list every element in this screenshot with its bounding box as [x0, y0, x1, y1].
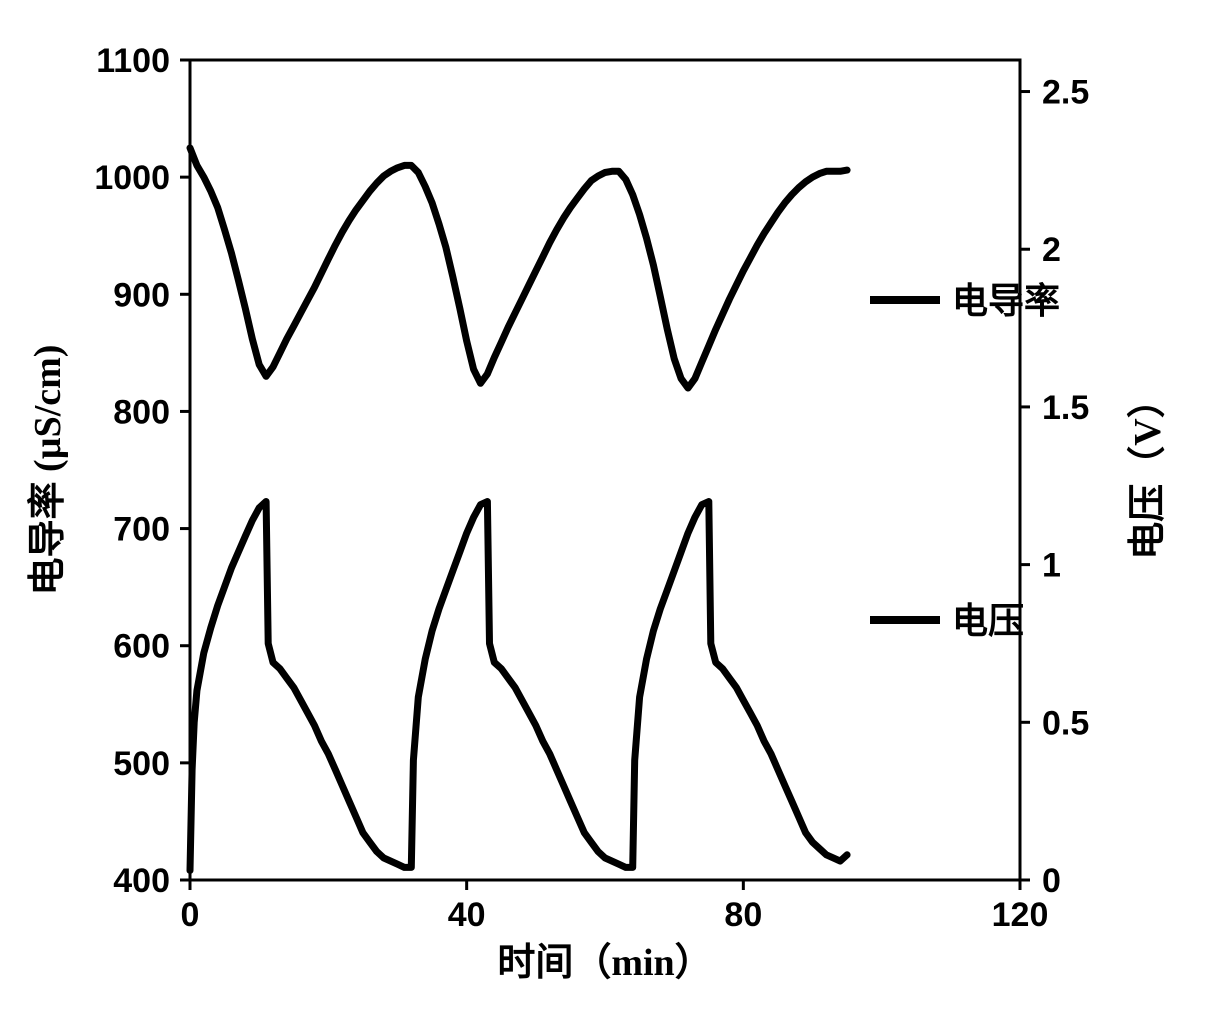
- y-left-tick-label: 600: [113, 628, 170, 666]
- y-right-tick-label: 2.5: [1042, 74, 1089, 112]
- y-left-tick-label: 1000: [94, 159, 170, 197]
- y-left-tick-label: 900: [113, 276, 170, 314]
- y-right-tick-label: 0.5: [1042, 704, 1089, 742]
- x-tick-label: 0: [181, 896, 200, 934]
- y-left-axis-title: 电导率 (µS/cm): [27, 345, 69, 596]
- chart-svg: 04080120时间（min）4005006007008009001000110…: [0, 0, 1224, 1032]
- chart-container: 04080120时间（min）4005006007008009001000110…: [0, 0, 1224, 1032]
- y-left-tick-label: 700: [113, 511, 170, 549]
- x-tick-label: 40: [448, 896, 486, 934]
- y-right-tick-label: 0: [1042, 862, 1061, 900]
- x-tick-label: 80: [724, 896, 762, 934]
- y-left-tick-label: 500: [113, 745, 170, 783]
- x-axis-title: 时间（min）: [497, 942, 712, 984]
- legend-label: 电导率: [952, 281, 1060, 321]
- y-left-tick-label: 1100: [96, 42, 170, 80]
- legend-label: 电压: [952, 601, 1024, 641]
- series-voltage: [190, 502, 847, 871]
- series-conductivity: [190, 148, 847, 388]
- y-right-tick-label: 1: [1042, 547, 1061, 585]
- y-right-tick-label: 1.5: [1042, 389, 1089, 427]
- y-left-tick-label: 400: [113, 862, 170, 900]
- y-right-tick-label: 2: [1042, 231, 1061, 269]
- plot-border: [190, 60, 1020, 880]
- y-right-axis-title: 电压（V）: [1127, 380, 1169, 559]
- y-left-tick-label: 800: [113, 393, 170, 431]
- x-tick-label: 120: [992, 896, 1049, 934]
